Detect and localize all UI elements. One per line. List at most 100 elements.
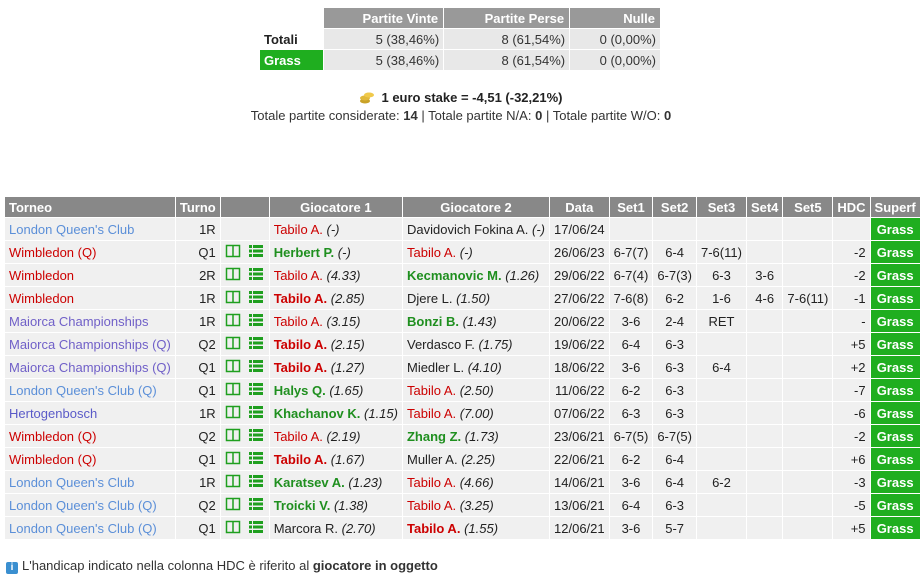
set-score (783, 517, 833, 539)
icons[interactable] (225, 336, 265, 350)
label: Totale partite considerate: (250, 108, 400, 123)
icons[interactable] (225, 405, 265, 419)
set-score: 3-6 (746, 264, 783, 286)
hdc: -5 (833, 494, 870, 516)
set-score (783, 264, 833, 286)
icons[interactable] (225, 428, 265, 442)
tournament[interactable]: Wimbledon (Q) (5, 425, 175, 447)
set-score (783, 379, 833, 401)
player-name: Tabilo A. (273, 221, 323, 237)
icons[interactable] (225, 474, 265, 488)
icons[interactable] (225, 359, 265, 373)
date: 12/06/21 (550, 517, 609, 539)
stake-line: 1 euro stake = -4,51 (-32,21%) (0, 90, 922, 105)
player-odds: (3.25) (459, 497, 494, 513)
player-name: Tabilo A. (406, 497, 457, 513)
icons-cell (220, 264, 269, 286)
tournament[interactable]: Wimbledon (5, 287, 175, 309)
icons[interactable] (225, 497, 265, 511)
player: Tabilo A. (3.25) (402, 494, 550, 516)
set-score: 6-4 (653, 448, 696, 470)
player: Tabilo A. (2.19) (269, 425, 402, 447)
player-odds: (7.00) (459, 405, 494, 421)
surface: Grass (870, 448, 920, 470)
set-score: 6-7(5) (609, 425, 653, 447)
set-score: 6-4 (697, 356, 746, 378)
set-score: RET (697, 310, 746, 332)
set-score (697, 218, 746, 240)
player: Davidovich Fokina A. (-) (402, 218, 550, 240)
date: 20/06/22 (550, 310, 609, 332)
player: Kecmanovic M. (1.26) (402, 264, 550, 286)
icons[interactable] (225, 290, 265, 304)
set-score (697, 494, 746, 516)
set-score (697, 448, 746, 470)
player-name: Davidovich Fokina A. (406, 221, 529, 237)
set-score (746, 471, 783, 493)
icons-cell (220, 356, 269, 378)
player-odds: (1.50) (456, 290, 491, 306)
column-header: Torneo (5, 197, 175, 217)
tournament[interactable]: Wimbledon (Q) (5, 241, 175, 263)
set-score: 6-7(7) (609, 241, 653, 263)
hdc: -7 (833, 379, 870, 401)
set-score (746, 517, 783, 539)
hdc: -3 (833, 471, 870, 493)
match-row: Wimbledon 2R Tabilo A. (4.33) Kecmanovic M.… (5, 264, 920, 286)
icons-cell (220, 402, 269, 424)
tournament[interactable]: Wimbledon (Q) (5, 448, 175, 470)
set-score (746, 494, 783, 516)
player-odds: (1.67) (330, 451, 365, 467)
tournament[interactable]: London Queen's Club (Q) (5, 494, 175, 516)
hdc: +5 (833, 333, 870, 355)
icons[interactable] (225, 313, 265, 327)
note-text: L'handicap indicato nella colonna HDC è … (22, 558, 310, 573)
column-header: Turno (175, 197, 220, 217)
tournament[interactable]: London Queen's Club (Q) (5, 517, 175, 539)
icons[interactable] (225, 244, 265, 258)
set-score (783, 333, 833, 355)
round: 1R (175, 218, 220, 240)
column-header: Partite Perse (444, 8, 570, 28)
set-score: 7-6(11) (783, 287, 833, 309)
match-row: Maiorca Championships 1R Tabilo A. (3.15) B… (5, 310, 920, 332)
column-header: Data (550, 197, 609, 217)
icons-cell (220, 448, 269, 470)
icons-cell (220, 471, 269, 493)
tournament[interactable]: Maiorca Championships (Q) (5, 333, 175, 355)
tournament[interactable]: Maiorca Championships (5, 310, 175, 332)
player: Tabilo A. (2.50) (402, 379, 550, 401)
player-name: Tabilo A. (273, 451, 328, 467)
player-odds: (-) (532, 221, 546, 237)
surface: Grass (870, 218, 920, 240)
date: 27/06/22 (550, 287, 609, 309)
icons[interactable] (225, 382, 265, 396)
player-odds: (1.43) (462, 313, 497, 329)
player-odds: (-) (337, 244, 351, 260)
icons-cell (220, 425, 269, 447)
tournament[interactable]: London Queen's Club (5, 218, 175, 240)
player: Tabilo A. (4.33) (269, 264, 402, 286)
player-odds: (2.50) (459, 382, 494, 398)
icons[interactable] (225, 451, 265, 465)
surface: Grass (870, 517, 920, 539)
icons[interactable] (225, 267, 265, 281)
player-name: Verdasco F. (406, 336, 475, 352)
set-score (697, 517, 746, 539)
date: 26/06/23 (550, 241, 609, 263)
cell: 0 (0,00%) (570, 50, 660, 70)
set-score (783, 471, 833, 493)
tournament[interactable]: Wimbledon (5, 264, 175, 286)
hdc: -2 (833, 425, 870, 447)
player: Muller A. (2.25) (402, 448, 550, 470)
icons[interactable] (225, 520, 265, 534)
tournament[interactable]: London Queen's Club (5, 471, 175, 493)
tournament[interactable]: London Queen's Club (Q) (5, 379, 175, 401)
tournament[interactable]: Hertogenbosch (5, 402, 175, 424)
surface: Grass (870, 287, 920, 309)
player-name: Bonzi B. (406, 313, 459, 329)
column-header: Set4 (746, 197, 783, 217)
tournament[interactable]: Maiorca Championships (Q) (5, 356, 175, 378)
set-score (746, 448, 783, 470)
